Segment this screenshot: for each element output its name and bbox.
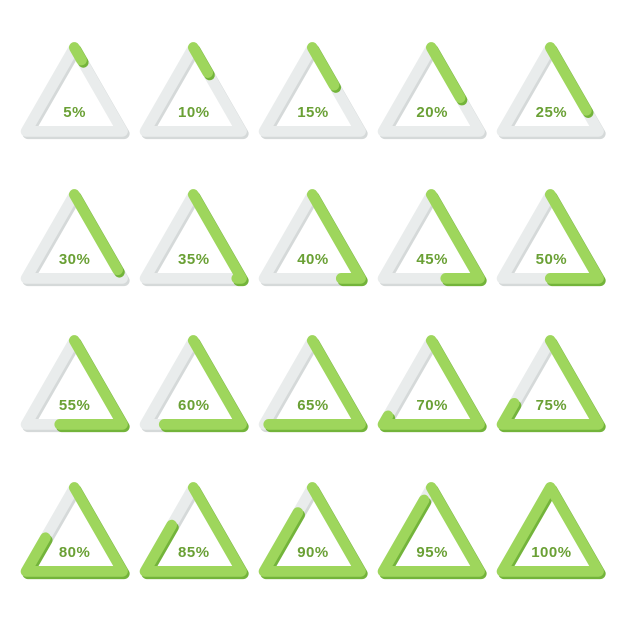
triangle-cell: 55% bbox=[18, 317, 131, 456]
triangle-cell: 30% bbox=[18, 171, 131, 310]
triangle-cell: 75% bbox=[495, 317, 608, 456]
triangle-progress: 50% bbox=[497, 190, 605, 290]
triangle-cell: 90% bbox=[256, 464, 369, 603]
triangle-progress: 5% bbox=[21, 43, 129, 143]
triangle-progress: 40% bbox=[259, 190, 367, 290]
triangle-cell: 5% bbox=[18, 24, 131, 163]
percent-label: 5% bbox=[21, 104, 129, 121]
percent-label: 45% bbox=[378, 251, 486, 268]
triangle-cell: 70% bbox=[376, 317, 489, 456]
triangle-progress: 30% bbox=[21, 190, 129, 290]
percent-label: 55% bbox=[21, 397, 129, 414]
triangle-progress: 15% bbox=[259, 43, 367, 143]
triangle-cell: 40% bbox=[256, 171, 369, 310]
percent-label: 85% bbox=[140, 544, 248, 561]
percent-label: 80% bbox=[21, 544, 129, 561]
triangle-progress: 100% bbox=[497, 483, 605, 583]
percent-label: 40% bbox=[259, 251, 367, 268]
triangle-progress: 95% bbox=[378, 483, 486, 583]
triangle-progress: 10% bbox=[140, 43, 248, 143]
triangle-progress: 80% bbox=[21, 483, 129, 583]
triangle-cell: 50% bbox=[495, 171, 608, 310]
triangle-progress: 20% bbox=[378, 43, 486, 143]
triangle-cell: 95% bbox=[376, 464, 489, 603]
percent-label: 30% bbox=[21, 251, 129, 268]
triangle-cell: 60% bbox=[137, 317, 250, 456]
triangle-progress: 75% bbox=[497, 336, 605, 436]
percent-label: 50% bbox=[497, 251, 605, 268]
triangle-progress: 90% bbox=[259, 483, 367, 583]
percent-label: 65% bbox=[259, 397, 367, 414]
triangle-cell: 65% bbox=[256, 317, 369, 456]
percent-label: 90% bbox=[259, 544, 367, 561]
percent-label: 60% bbox=[140, 397, 248, 414]
triangle-cell: 45% bbox=[376, 171, 489, 310]
percent-label: 75% bbox=[497, 397, 605, 414]
triangle-cell: 10% bbox=[137, 24, 250, 163]
triangle-progress: 85% bbox=[140, 483, 248, 583]
percent-label: 100% bbox=[497, 544, 605, 561]
percent-label: 15% bbox=[259, 104, 367, 121]
triangle-progress: 35% bbox=[140, 190, 248, 290]
percent-label: 10% bbox=[140, 104, 248, 121]
triangle-progress: 55% bbox=[21, 336, 129, 436]
triangle-progress-grid: 5% 10% 15% 20% 25% 30% 35% 40% 45% 50% 55% 60% 65% 70… bbox=[0, 0, 626, 626]
triangle-progress: 70% bbox=[378, 336, 486, 436]
percent-label: 20% bbox=[378, 104, 486, 121]
triangle-cell: 20% bbox=[376, 24, 489, 163]
triangle-cell: 100% bbox=[495, 464, 608, 603]
triangle-progress: 60% bbox=[140, 336, 248, 436]
triangle-cell: 25% bbox=[495, 24, 608, 163]
triangle-progress: 25% bbox=[497, 43, 605, 143]
triangle-progress: 45% bbox=[378, 190, 486, 290]
triangle-cell: 15% bbox=[256, 24, 369, 163]
triangle-cell: 85% bbox=[137, 464, 250, 603]
percent-label: 35% bbox=[140, 251, 248, 268]
percent-label: 70% bbox=[378, 397, 486, 414]
triangle-cell: 80% bbox=[18, 464, 131, 603]
triangle-progress: 65% bbox=[259, 336, 367, 436]
triangle-cell: 35% bbox=[137, 171, 250, 310]
percent-label: 25% bbox=[497, 104, 605, 121]
percent-label: 95% bbox=[378, 544, 486, 561]
